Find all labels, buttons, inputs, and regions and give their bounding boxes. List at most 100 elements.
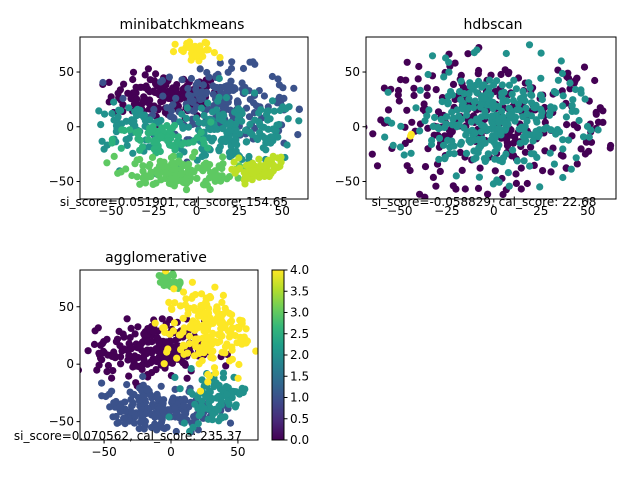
data-point: [173, 354, 181, 362]
y-tick-label: 50: [59, 65, 74, 79]
data-point: [459, 99, 467, 107]
data-point: [216, 53, 224, 62]
data-point: [423, 112, 431, 120]
data-point: [140, 330, 148, 338]
data-point: [176, 118, 184, 126]
data-point: [514, 100, 523, 108]
x-tick-label: 0: [167, 445, 175, 459]
data-point: [583, 122, 592, 130]
x-tick-label: −50: [387, 204, 412, 218]
data-point: [146, 76, 154, 84]
data-point: [238, 317, 246, 325]
data-point: [439, 141, 448, 149]
data-point: [480, 122, 488, 130]
data-point: [495, 119, 503, 127]
data-point: [592, 110, 600, 118]
data-point: [204, 334, 212, 342]
data-point: [557, 151, 565, 159]
data-point: [471, 97, 479, 105]
data-point: [175, 331, 183, 339]
data-point: [178, 141, 186, 149]
data-point: [189, 423, 197, 431]
data-point: [184, 168, 192, 176]
data-point: [452, 172, 460, 180]
data-point: [169, 113, 177, 121]
data-point: [550, 88, 558, 96]
data-point: [185, 91, 193, 99]
subplot-title: minibatchkmeans: [120, 17, 245, 33]
data-point: [195, 310, 203, 318]
data-point: [99, 78, 107, 87]
data-point: [185, 139, 193, 147]
data-point: [144, 338, 152, 346]
data-point: [207, 118, 215, 126]
data-point: [221, 137, 230, 145]
data-point: [146, 96, 154, 104]
data-point: [477, 128, 485, 136]
data-point: [503, 97, 511, 105]
data-point: [189, 292, 197, 300]
data-point: [260, 92, 268, 100]
data-point: [501, 119, 509, 128]
data-point: [537, 105, 545, 113]
data-point: [226, 419, 235, 427]
data-point: [242, 325, 250, 333]
data-point: [251, 167, 259, 175]
score-annotation: si_score=0.070562, cal_score: 235.37: [14, 429, 242, 443]
data-point: [110, 399, 118, 407]
data-point: [260, 162, 268, 170]
data-point: [108, 387, 116, 395]
data-point: [197, 290, 206, 298]
data-point: [408, 118, 416, 126]
subplot-minibatchkmeans: minibatchkmeans −50 −25 0 25 50 −50 0 50 si_sc…: [49, 17, 309, 218]
data-point: [538, 95, 546, 104]
data-point: [516, 139, 524, 147]
data-point: [147, 168, 155, 176]
data-point: [384, 88, 392, 96]
data-point: [481, 157, 489, 165]
data-point: [162, 270, 170, 275]
data-point: [140, 96, 148, 104]
x-tick-label: 25: [232, 204, 247, 218]
data-point: [160, 323, 168, 331]
data-point: [456, 88, 464, 96]
data-point: [182, 114, 190, 122]
data-point: [144, 136, 152, 144]
data-point: [395, 97, 403, 105]
data-point: [537, 112, 545, 120]
data-point: [71, 374, 78, 381]
data-point: [204, 378, 212, 386]
data-point: [171, 404, 179, 412]
data-point: [449, 115, 457, 123]
data-point: [566, 85, 574, 93]
data-point: [451, 59, 459, 67]
data-point: [151, 420, 159, 428]
data-point: [460, 124, 468, 132]
data-point: [402, 76, 410, 84]
data-point: [488, 112, 496, 120]
data-point: [209, 347, 217, 355]
data-point: [202, 177, 210, 185]
x-axis: −50 −25 0 25 50: [98, 199, 290, 218]
data-point: [134, 323, 142, 331]
data-point: [128, 408, 136, 416]
data-point: [264, 116, 272, 124]
data-point: [547, 103, 555, 111]
data-point: [294, 131, 302, 139]
data-point: [196, 96, 204, 104]
data-point: [415, 62, 423, 71]
data-point: [429, 173, 437, 181]
data-point: [264, 125, 272, 133]
data-point: [122, 117, 130, 125]
data-point: [228, 58, 236, 66]
data-point: [424, 70, 432, 79]
data-point: [424, 124, 432, 132]
data-point: [167, 175, 175, 183]
data-point: [183, 349, 192, 357]
data-point: [204, 415, 212, 423]
data-point: [193, 134, 201, 142]
x-tick-label: 50: [275, 204, 290, 218]
data-point: [178, 76, 186, 84]
data-point: [104, 351, 112, 359]
